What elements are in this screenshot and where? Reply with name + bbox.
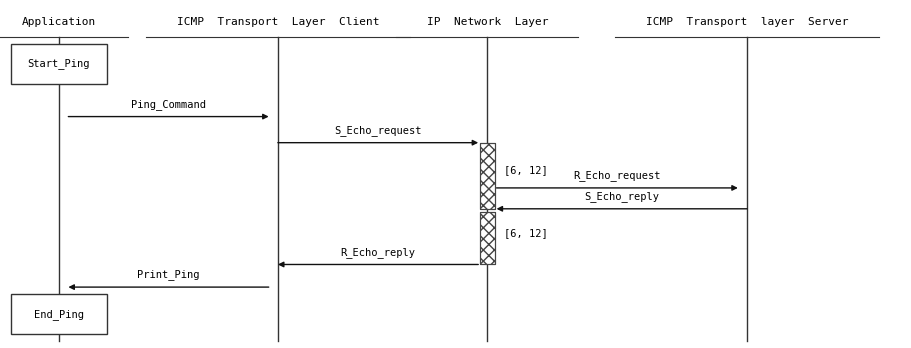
Text: Application: Application — [22, 17, 97, 27]
FancyBboxPatch shape — [11, 294, 107, 334]
Text: Start_Ping: Start_Ping — [27, 58, 90, 69]
Bar — [480, 212, 495, 264]
Text: ICMP  Transport  Layer  Client: ICMP Transport Layer Client — [177, 17, 379, 27]
Bar — [480, 212, 495, 264]
Text: IP  Network  Layer: IP Network Layer — [426, 17, 548, 27]
Text: End_Ping: End_Ping — [34, 309, 84, 319]
Bar — [480, 143, 495, 209]
Text: S_Echo_reply: S_Echo_reply — [584, 191, 659, 202]
FancyBboxPatch shape — [11, 44, 107, 84]
Text: R_Echo_request: R_Echo_request — [573, 170, 660, 181]
Text: [6, 12]: [6, 12] — [504, 166, 548, 175]
Text: [6, 12]: [6, 12] — [504, 228, 548, 238]
Bar — [480, 143, 495, 209]
Bar — [480, 143, 495, 209]
Bar — [480, 212, 495, 264]
Text: Ping_Command: Ping_Command — [131, 99, 206, 110]
Text: S_Echo_request: S_Echo_request — [334, 125, 422, 136]
Text: R_Echo_reply: R_Echo_reply — [341, 247, 415, 258]
Text: ICMP  Transport  layer  Server: ICMP Transport layer Server — [646, 17, 848, 27]
Text: Print_Ping: Print_Ping — [138, 269, 200, 280]
